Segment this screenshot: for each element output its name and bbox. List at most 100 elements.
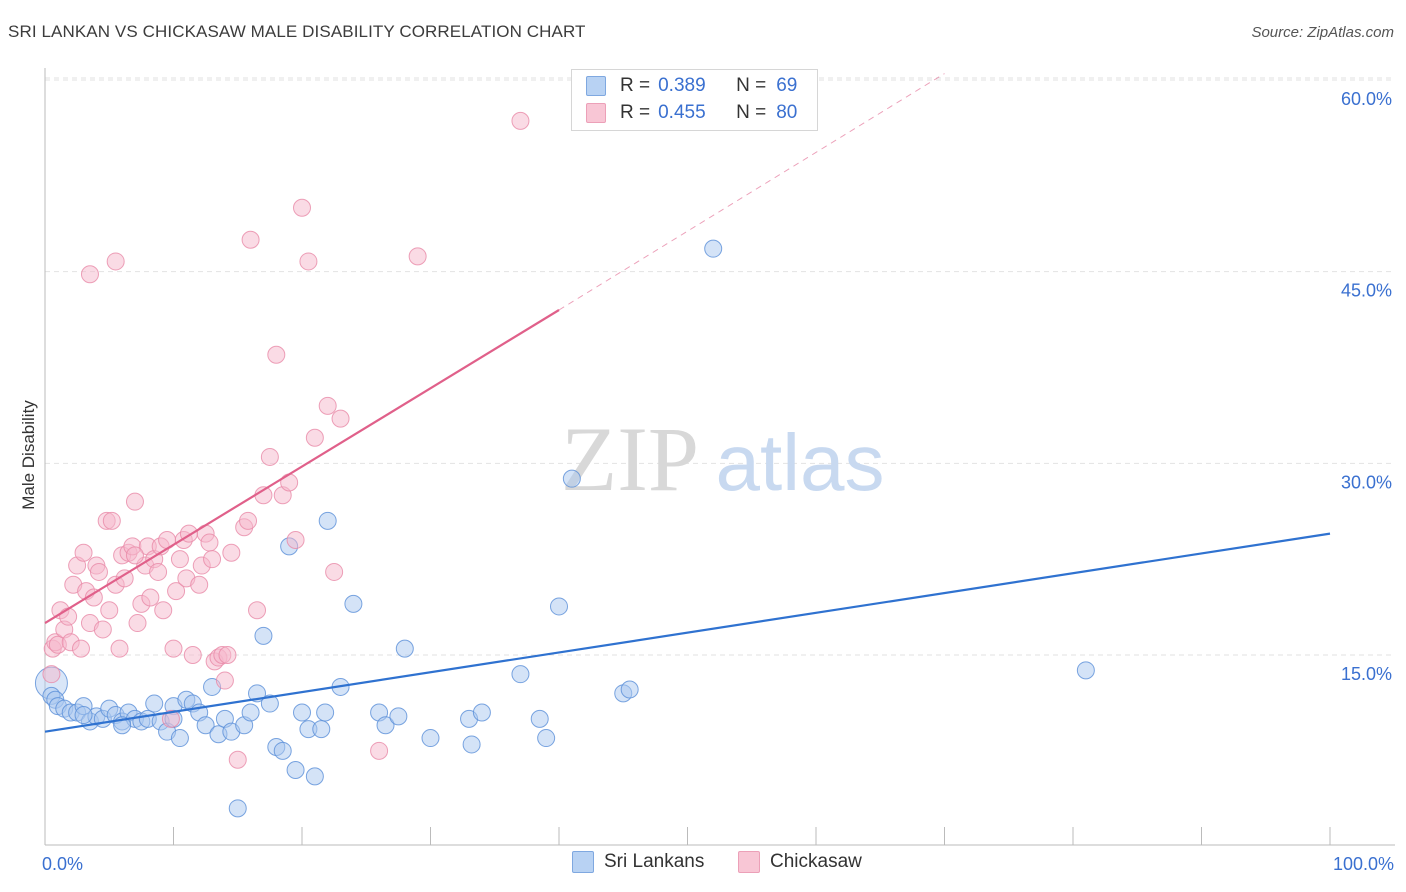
legend-row-sri-lankans: R = 0.389 N = 69 (586, 74, 797, 98)
sri-lankans-point (260, 694, 279, 713)
chickasaw-point (167, 582, 186, 601)
legend-item-sri-lankans: Sri Lankans (572, 851, 704, 873)
chickasaw-point (128, 614, 147, 633)
legend-swatch-blue (586, 76, 606, 96)
chickasaw-point (267, 345, 286, 364)
chickasaw-point (102, 511, 121, 530)
chickasaw-point (125, 546, 144, 565)
chickasaw-point (80, 265, 99, 284)
legend-row-chickasaw: R = 0.455 N = 80 (586, 101, 797, 125)
chart-title: SRI LANKAN VS CHICKASAW MALE DISABILITY … (8, 22, 586, 41)
chickasaw-point (511, 111, 530, 130)
chickasaw-point (408, 247, 427, 266)
chickasaw-point (370, 741, 389, 760)
chickasaw-point (125, 492, 144, 511)
legend-r-value: 0.389 (658, 75, 706, 96)
x-tick-label: 0.0% (42, 854, 83, 874)
sri-lankans-point (170, 729, 189, 748)
chickasaw-point (280, 473, 299, 492)
sri-lankans-point (704, 239, 723, 258)
chickasaw-point (74, 543, 93, 562)
sri-lankans-point (421, 729, 440, 748)
chickasaw-point (239, 511, 258, 530)
chickasaw-trendline (44, 309, 560, 624)
sri-lankans-point (530, 709, 549, 728)
sri-lankans-point (312, 720, 331, 739)
sri-lankans-trendline (44, 532, 1331, 733)
chickasaw-point (325, 562, 344, 581)
grid-layer (45, 77, 1395, 656)
sri-lankans-point (286, 761, 305, 779)
legend-n-label: N = (736, 102, 767, 123)
sri-lankans-point (620, 680, 639, 699)
y-tick-label: 15.0% (1341, 664, 1392, 684)
legend-n-value: 80 (776, 102, 798, 123)
chickasaw-point (228, 750, 247, 769)
sri-lankans-point (228, 799, 247, 818)
x-tick-label: 100.0% (1333, 854, 1394, 874)
chickasaw-point (293, 198, 311, 217)
chickasaw-point (183, 646, 202, 664)
legend-swatch-blue (572, 851, 594, 873)
y-tick-label: 30.0% (1341, 472, 1392, 492)
sri-lankans-point (344, 594, 363, 613)
chickasaw-point (154, 601, 173, 620)
y-axis-label: Male Disability (19, 400, 38, 510)
sri-lankans-point (1076, 661, 1095, 680)
chickasaw-point (164, 639, 183, 658)
chickasaw-point (318, 396, 337, 415)
sri-lankans-point (462, 735, 481, 754)
chickasaw-point (190, 575, 209, 594)
sri-lankans-point (145, 694, 164, 713)
sri-lankans-point (395, 639, 414, 658)
legend-n-value: 69 (776, 75, 798, 96)
legend-stats: R = 0.389 N = 69 R = 0.455 N = 80 (571, 69, 818, 131)
y-tick-label: 60.0% (1341, 89, 1392, 109)
sri-lankans-point (273, 741, 292, 760)
chickasaw-point (115, 569, 134, 588)
chickasaw-point (149, 562, 168, 581)
sri-lankans-point (472, 703, 491, 722)
sri-lankans-point (318, 511, 337, 530)
legend-n-label: N = (736, 75, 767, 96)
legend-r-label: R = (620, 102, 651, 123)
sri-lankans-point (254, 626, 273, 645)
legend-label-chickasaw: Chickasaw (770, 851, 862, 872)
legend-swatch-pink (586, 103, 606, 123)
chickasaw-point (331, 409, 350, 428)
chickasaw-point (71, 639, 90, 658)
chickasaw-point (110, 639, 129, 658)
sri-lankans-point (74, 706, 93, 725)
chickasaw-point (170, 550, 189, 569)
trend-layer (44, 73, 1331, 733)
legend-swatch-pink (738, 851, 760, 873)
y-tick-label: 45.0% (1341, 281, 1392, 301)
chickasaw-point (200, 533, 219, 552)
sri-lankans-point (511, 665, 530, 684)
sri-lankans-point (305, 767, 324, 786)
chickasaw-point (222, 543, 241, 562)
chickasaw-point (106, 252, 125, 271)
points-layer (34, 111, 1095, 818)
chickasaw-point (241, 230, 260, 249)
chickasaw-point (286, 531, 305, 549)
sri-lankans-point (562, 469, 581, 488)
sri-lankans-point (537, 729, 556, 748)
chickasaw-point (305, 428, 324, 447)
watermark-atlas: atlas (716, 418, 885, 507)
chickasaw-point (141, 588, 160, 607)
sri-lankans-point (376, 716, 395, 735)
source-label: Source: ZipAtlas.com (1251, 24, 1394, 41)
legend-item-chickasaw: Chickasaw (738, 851, 862, 873)
chickasaw-point (203, 550, 222, 569)
chickasaw-point (93, 620, 112, 639)
chickasaw-point (218, 646, 237, 664)
sri-lankans-point (550, 597, 568, 616)
sri-lankans-point (316, 703, 335, 722)
sri-lankans-point (293, 703, 311, 722)
watermark-zip: ZIP (561, 408, 699, 510)
chickasaw-point (260, 447, 279, 466)
sri-lankans-point (389, 707, 408, 726)
chickasaw-point (42, 665, 61, 684)
